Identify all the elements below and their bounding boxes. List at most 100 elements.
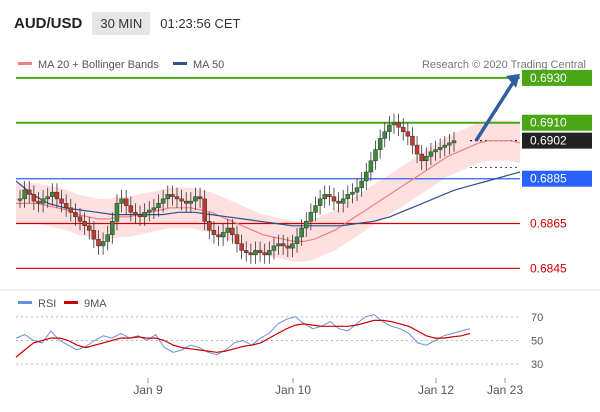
level-tag-0.6902 — [522, 132, 592, 149]
candle-body — [137, 214, 143, 218]
candle-body — [68, 207, 74, 213]
candle-body — [447, 142, 452, 146]
candle-body — [105, 234, 110, 242]
symbol-title: AUD/USD — [14, 14, 83, 32]
level-label-0.6885: 0.6885 — [530, 172, 567, 186]
credit-text: Research © 2020 Trading Central — [422, 59, 586, 71]
candle-body — [391, 122, 397, 126]
candle-body — [73, 212, 78, 218]
candle-body — [174, 196, 180, 200]
candle-body — [327, 194, 332, 197]
timestamp: 01:23:56 CET — [160, 15, 241, 31]
candle-body — [437, 147, 443, 150]
candle-body — [451, 140, 457, 144]
candle-body — [382, 131, 387, 139]
candle-body — [239, 243, 244, 251]
chart-header: AUD/USD 30 MIN 01:23:56 CET — [14, 9, 240, 37]
candle-body — [96, 238, 101, 247]
forecast-arrow-shaft — [474, 76, 518, 142]
candle-body — [59, 198, 64, 204]
candle-body — [414, 144, 420, 155]
candle-body — [243, 250, 249, 253]
candle-body — [119, 198, 124, 204]
candle-body — [91, 229, 97, 240]
candle-body — [31, 194, 37, 202]
rsi-legend-swatch — [18, 301, 32, 304]
candle-body — [419, 153, 424, 162]
rsi-ma9-line — [15, 319, 471, 358]
candle-body — [368, 160, 374, 173]
candle-body — [100, 241, 106, 247]
candle-body — [377, 138, 383, 150]
level-tag-0.6885 — [522, 170, 592, 187]
candle-body — [267, 250, 272, 256]
candle-body — [276, 243, 281, 247]
candle-body — [308, 212, 314, 222]
candle-body — [220, 232, 226, 238]
candle-body — [285, 245, 291, 249]
candle-body — [17, 198, 23, 201]
candle-body — [147, 209, 152, 213]
candle-body — [151, 207, 157, 211]
candle-body — [396, 122, 401, 128]
candle-body — [26, 189, 32, 195]
ma9-legend-label: 9MA — [84, 298, 107, 310]
candle-body — [183, 200, 189, 204]
candle-body — [280, 243, 286, 247]
candle-body — [63, 203, 69, 209]
candle-body — [110, 221, 115, 235]
candle-body — [188, 200, 194, 204]
level-label-0.6910: 0.6910 — [530, 116, 567, 130]
candle-body — [22, 189, 27, 200]
x-tick-label: Jan 23 — [487, 383, 523, 397]
candle-body — [410, 135, 415, 146]
candle-body — [87, 225, 92, 231]
candles-group — [17, 113, 457, 264]
forecast-arrow-head — [506, 73, 520, 88]
rsi-level-label-70: 70 — [531, 312, 543, 324]
candle-body — [350, 191, 355, 195]
level-label-0.6865: 0.6865 — [530, 217, 567, 231]
timeframe-badge[interactable]: 30 MIN — [92, 11, 151, 35]
candle-body — [400, 126, 406, 132]
level-tag-0.6910 — [522, 114, 592, 131]
level-label-0.6930: 0.6930 — [530, 71, 567, 85]
candle-body — [331, 196, 337, 202]
candle-body — [82, 221, 87, 227]
candle-body — [36, 200, 41, 204]
ma20-line — [16, 140, 521, 242]
candle-body — [433, 149, 438, 153]
bollinger-band — [16, 120, 520, 262]
level-label-0.6902: 0.6902 — [530, 134, 567, 148]
candle-body — [253, 250, 258, 256]
x-tick-label: Jan 12 — [418, 383, 454, 397]
candle-body — [156, 203, 161, 209]
candle-body — [128, 205, 134, 213]
candle-body — [364, 171, 369, 182]
level-label-0.6845: 0.6845 — [530, 261, 567, 275]
candle-body — [359, 180, 364, 188]
candle-body — [54, 191, 60, 200]
candle-body — [262, 252, 267, 256]
candle-body — [114, 203, 120, 222]
candle-body — [207, 221, 212, 231]
candle-body — [405, 131, 411, 137]
candle-body — [424, 156, 429, 162]
x-tick-label: Jan 10 — [275, 383, 311, 397]
candle-body — [354, 187, 360, 193]
candle-body — [197, 196, 203, 200]
candle-body — [373, 149, 378, 162]
candle-body — [193, 196, 198, 202]
candle-body — [179, 198, 184, 202]
candle-body — [40, 198, 46, 204]
candle-body — [170, 194, 175, 197]
candle-body — [142, 212, 147, 218]
candle-body — [160, 198, 166, 204]
candle-body — [45, 196, 50, 200]
candle-body — [290, 243, 295, 249]
rsi-level-label-50: 50 — [531, 336, 543, 348]
candle-body — [50, 191, 55, 197]
candle-body — [428, 151, 434, 157]
candle-body — [202, 198, 207, 222]
